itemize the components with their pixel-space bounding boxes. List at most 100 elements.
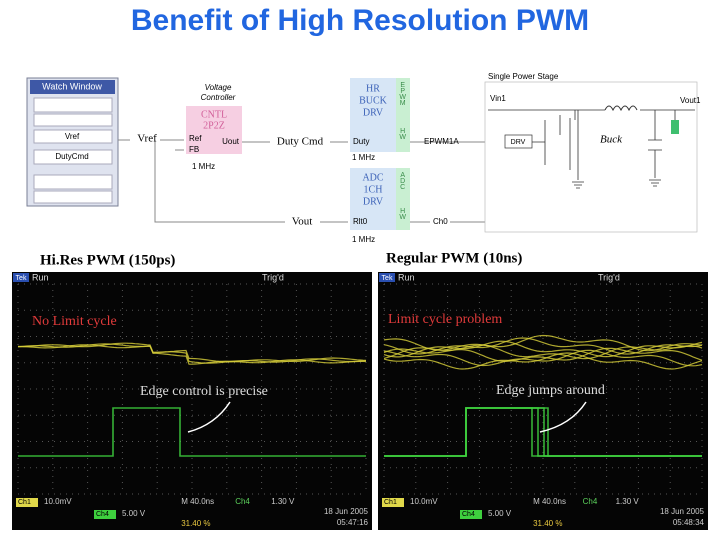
scope-trig: Trig'd xyxy=(262,272,284,282)
scope: Tek Run Trig'd No Limit cycle Edge control i… xyxy=(12,272,372,530)
signal-label: Duty Cmd xyxy=(277,136,324,148)
signal-label: Vout xyxy=(292,216,313,228)
power-label: Vout1 xyxy=(680,96,701,105)
watch-row xyxy=(33,97,113,113)
note-arrow xyxy=(187,401,231,433)
ch1-trace xyxy=(383,349,703,367)
readout-box xyxy=(16,498,38,507)
load xyxy=(671,120,679,134)
block-label: DRV xyxy=(363,196,384,207)
controller-label: Controller xyxy=(201,93,236,102)
readout: 18 Jun 2005 xyxy=(660,507,705,516)
port-label: Ch0 xyxy=(433,217,448,226)
readout: 10.0mV xyxy=(410,497,438,506)
port-label: Uout xyxy=(222,137,240,146)
scope-trig: Trig'd xyxy=(598,272,620,282)
readout: Ch4 xyxy=(583,497,598,506)
power-stage-frame xyxy=(484,81,698,233)
watch-row xyxy=(33,174,113,190)
readout-box xyxy=(94,510,116,519)
block-label: HR xyxy=(366,83,380,94)
readout: Ch1 xyxy=(18,499,31,506)
controller-block xyxy=(186,106,242,154)
port-label: Ref xyxy=(189,134,202,143)
watch-row xyxy=(33,149,113,165)
strip-label: HW xyxy=(398,128,406,140)
port-label: Rlt0 xyxy=(353,217,368,226)
readout-box xyxy=(382,498,404,507)
ch4-trace xyxy=(18,407,366,457)
system-diagram: Watch Window Vref DutyCmd Vref Duty Cmd … xyxy=(26,72,701,244)
readout: 5.00 V xyxy=(488,509,512,518)
readout: 31.40 % xyxy=(181,519,210,528)
power-label: EPWM1A xyxy=(424,137,459,146)
readout: M 40.0ns xyxy=(533,497,566,506)
controller-label: Voltage xyxy=(205,83,232,92)
readout: 1.30 V xyxy=(616,497,640,506)
watch-item: DutyCmd xyxy=(55,152,88,161)
block-label: 1CH xyxy=(364,184,383,195)
controller-block-label: CNTL xyxy=(201,109,227,120)
watch-row xyxy=(33,113,113,127)
controller-block-label: 2P2Z xyxy=(203,120,225,131)
epwm-strip xyxy=(396,78,410,152)
note-edge: Edge control is precise xyxy=(140,384,268,399)
readout: 10.0mV xyxy=(44,497,72,506)
note-arrow xyxy=(539,401,587,433)
watch-title: Watch Window xyxy=(42,81,102,91)
note-edge: Edge jumps around xyxy=(496,383,605,398)
ch1-trace xyxy=(383,347,703,362)
slide-title: Benefit of High Resolution PWM xyxy=(131,4,589,37)
scope-status: Run xyxy=(398,272,415,282)
watch-row xyxy=(33,190,113,204)
note-top: No Limit cycle xyxy=(32,314,117,329)
readout: 1.30 V xyxy=(271,497,295,506)
adc-block xyxy=(350,168,396,230)
block-label: BUCK xyxy=(359,95,388,106)
ch1-trace xyxy=(383,340,703,358)
port-label: Duty xyxy=(353,137,369,146)
scope-brand-box xyxy=(379,273,395,282)
readout: 05:48:34 xyxy=(673,518,705,527)
signal-label: Vref xyxy=(137,133,157,145)
readout: 31.40 % xyxy=(533,519,562,528)
note-top: Limit cycle problem xyxy=(388,312,502,327)
strip-label: EPWM xyxy=(398,82,406,106)
readout: M 40.0ns xyxy=(181,497,214,506)
rate-label: 1 MHz xyxy=(192,162,215,171)
inductor xyxy=(604,105,638,112)
scope-heading: Hi.Res PWM (150ps) xyxy=(40,252,175,268)
ground xyxy=(572,179,661,189)
scope-status: Run xyxy=(32,272,49,282)
drv-block xyxy=(504,134,533,149)
scope-brand-box xyxy=(13,273,29,282)
rate-label: 1 MHz xyxy=(352,235,375,244)
port-label: FB xyxy=(189,145,199,154)
scope: Tek Run Trig'd Limit cycle problem Edge jump… xyxy=(378,272,708,530)
ch1-trace xyxy=(383,352,703,370)
strip-label: HW xyxy=(398,208,406,220)
scope-heading: Regular PWM (10ns) xyxy=(386,250,522,266)
block-label: DRV xyxy=(363,107,384,118)
readout: Ch4 xyxy=(462,511,475,518)
rate-label: 1 MHz xyxy=(352,153,375,162)
readout: 05:47:16 xyxy=(337,518,369,527)
power-label: Vin1 xyxy=(490,94,506,103)
scope-screen xyxy=(378,272,708,530)
ch1-trace xyxy=(17,343,367,364)
readout: Ch4 xyxy=(96,511,109,518)
wire xyxy=(118,139,485,223)
power-label: Buck xyxy=(600,134,623,146)
scope-brand: Tek xyxy=(16,275,27,282)
ch1-trace xyxy=(17,344,367,365)
ch1-trace xyxy=(383,344,703,360)
watch-row xyxy=(33,129,113,144)
drv-label: DRV xyxy=(511,139,526,146)
readout: Ch1 xyxy=(384,499,397,506)
scope-brand: Tek xyxy=(382,275,393,282)
readout: 5.00 V xyxy=(122,509,146,518)
block-label: ADC xyxy=(362,172,383,183)
adc-strip xyxy=(396,168,410,230)
ch4-trace xyxy=(384,407,702,457)
